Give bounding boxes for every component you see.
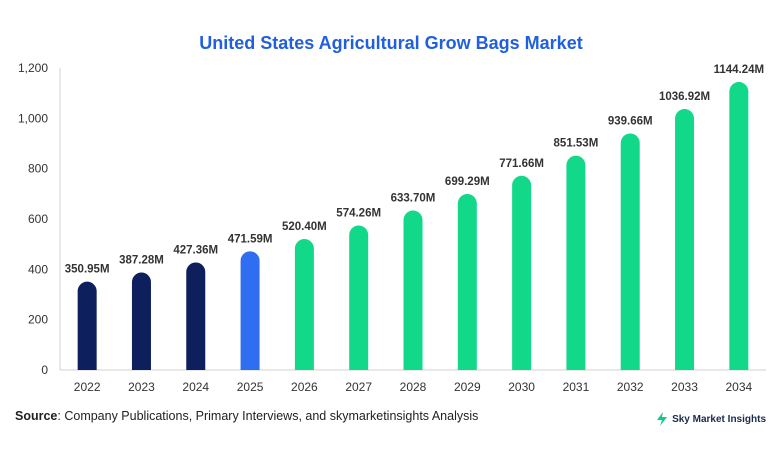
x-axis-ticks: 2022 2023 2024 2025 2026 2027 2028 2029 2030 2031… bbox=[74, 380, 753, 394]
brand-logo: Sky Market Insights bbox=[656, 412, 766, 426]
x-tick-label: 2032 bbox=[617, 380, 644, 394]
bar-2027 bbox=[349, 225, 369, 370]
y-tick-label: 200 bbox=[28, 313, 48, 327]
bar-2022 bbox=[77, 281, 97, 370]
x-tick-label: 2034 bbox=[725, 380, 752, 394]
source-text: : Company Publications, Primary Intervie… bbox=[57, 409, 479, 423]
y-tick-label: 800 bbox=[28, 162, 48, 176]
x-tick-label: 2022 bbox=[74, 380, 101, 394]
x-tick-label: 2028 bbox=[400, 380, 427, 394]
y-tick-label: 1,200 bbox=[18, 61, 48, 75]
y-tick-label: 0 bbox=[41, 363, 48, 377]
bar-2033 bbox=[675, 109, 695, 370]
y-axis-ticks: 0 200 400 600 800 1,000 1,200 bbox=[18, 61, 48, 377]
data-labels: 350.95M 387.28M 427.36M 471.59M 520.40M 574.2… bbox=[65, 64, 764, 276]
bar-2031 bbox=[566, 155, 586, 370]
x-tick-label: 2025 bbox=[237, 380, 264, 394]
bar-chart: 0 200 400 600 800 1,000 1,200 2022 2023 2024 2025… bbox=[18, 61, 766, 394]
bar-2025 bbox=[240, 251, 260, 370]
x-tick-label: 2030 bbox=[508, 380, 535, 394]
data-label: 387.28M bbox=[119, 255, 164, 267]
bars bbox=[77, 82, 749, 371]
source-note: Source: Company Publications, Primary In… bbox=[15, 409, 478, 423]
x-tick-label: 2023 bbox=[128, 380, 155, 394]
y-tick-label: 400 bbox=[28, 262, 48, 276]
data-label: 939.66M bbox=[608, 116, 653, 128]
source-label: Source bbox=[15, 409, 58, 423]
bar-2024 bbox=[186, 262, 206, 370]
bar-2026 bbox=[294, 239, 314, 370]
y-tick-label: 600 bbox=[28, 212, 48, 226]
x-tick-label: 2026 bbox=[291, 380, 318, 394]
x-tick-label: 2031 bbox=[563, 380, 590, 394]
bar-2034 bbox=[729, 82, 749, 371]
data-label: 574.26M bbox=[336, 207, 381, 219]
data-label: 520.40M bbox=[282, 221, 327, 233]
y-tick-label: 1,000 bbox=[18, 111, 48, 125]
bar-2030 bbox=[512, 175, 532, 370]
x-tick-label: 2029 bbox=[454, 380, 481, 394]
data-label: 633.70M bbox=[391, 193, 436, 205]
data-label: 1036.92M bbox=[659, 91, 710, 103]
data-label: 699.29M bbox=[445, 176, 490, 188]
brand-icon bbox=[657, 412, 668, 426]
brand-name: Sky Market Insights bbox=[672, 413, 766, 425]
x-tick-label: 2027 bbox=[345, 380, 372, 394]
x-tick-label: 2024 bbox=[182, 380, 209, 394]
bar-2023 bbox=[131, 272, 151, 370]
data-label: 471.59M bbox=[228, 233, 273, 245]
data-label: 350.95M bbox=[65, 264, 110, 276]
x-tick-label: 2033 bbox=[671, 380, 698, 394]
bar-2029 bbox=[457, 194, 477, 370]
data-label: 851.53M bbox=[554, 138, 599, 150]
data-label: 1144.24M bbox=[714, 64, 765, 76]
data-label: 771.66M bbox=[499, 158, 544, 170]
bar-2028 bbox=[403, 210, 423, 370]
data-label: 427.36M bbox=[173, 244, 218, 256]
bar-2032 bbox=[620, 133, 640, 370]
chart-title: United States Agricultural Grow Bags Mar… bbox=[199, 33, 583, 53]
